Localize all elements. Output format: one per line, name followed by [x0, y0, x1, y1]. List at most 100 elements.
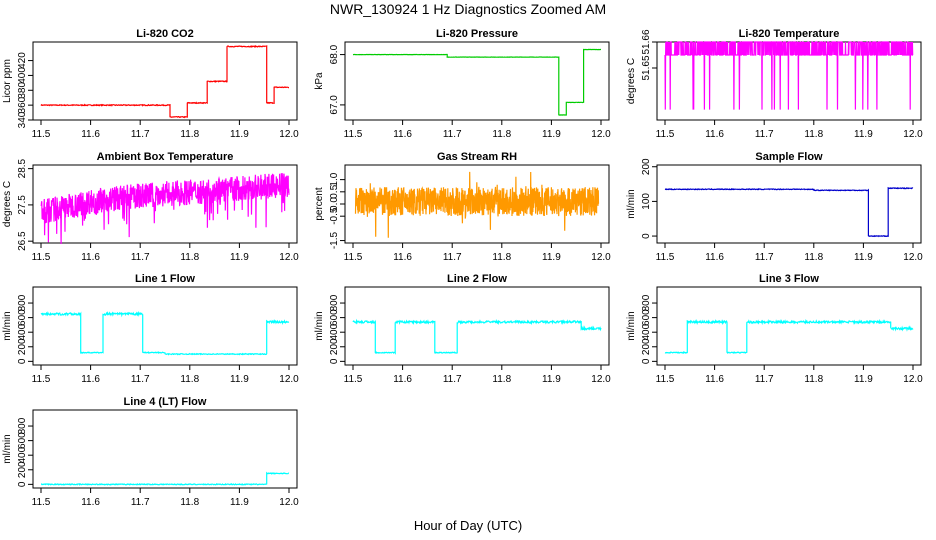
x-tick-label: 12.0 [279, 374, 299, 385]
x-tick-label: 11.6 [81, 252, 100, 263]
y-axis-label: ml/min [2, 434, 13, 463]
plot-frame [32, 409, 298, 489]
panel-li_temp: Li-820 Temperature degrees C 11.5 11.6 11.7 1… [626, 28, 923, 140]
y-tick-label: 340 [17, 111, 28, 128]
x-tick-label: 11.9 [230, 252, 249, 263]
y-tick-label: 800 [329, 294, 340, 311]
x-tick-label: 11.6 [705, 374, 724, 385]
series-line [41, 471, 290, 486]
series-line [352, 48, 601, 116]
series-line [354, 171, 600, 238]
y-tick-label: 400 [641, 323, 652, 340]
y-tick-label: 200 [329, 338, 340, 355]
x-tick-label: 11.6 [81, 129, 100, 140]
x-tick-label: 11.9 [230, 497, 249, 508]
x-tick-label: 11.6 [393, 252, 412, 263]
x-tick-label: 11.7 [131, 374, 150, 385]
y-tick-label: 67.0 [329, 95, 340, 115]
x-tick-label: 11.5 [344, 252, 363, 263]
panel-title: Line 4 (LT) Flow [124, 396, 207, 408]
y-axis-label: ml/min [626, 189, 637, 218]
x-tick-label: 11.8 [180, 374, 199, 385]
panel-title: Ambient Box Temperature [97, 151, 234, 163]
x-tick-label: 11.8 [180, 252, 199, 263]
x-tick-label: 11.5 [344, 129, 363, 140]
series-line [40, 310, 290, 356]
plot-frame [32, 164, 298, 244]
y-tick-label: 420 [17, 52, 28, 69]
x-tick-label: 11.9 [542, 252, 561, 263]
x-tick-label: 11.5 [32, 497, 51, 508]
y-tick-label: 400 [17, 323, 28, 340]
y-tick-label: 200 [641, 338, 652, 355]
x-tick-label: 12.0 [903, 374, 923, 385]
x-tick-label: 11.7 [755, 129, 774, 140]
x-tick-label: 11.8 [492, 129, 511, 140]
x-tick-label: 12.0 [903, 129, 923, 140]
y-axis-label: ml/min [626, 311, 637, 340]
x-tick-label: 11.7 [755, 374, 774, 385]
y-tick-label: 200 [641, 158, 652, 175]
y-tick-label: 0 [17, 481, 28, 487]
series-line [40, 44, 289, 119]
x-tick-label: 11.9 [854, 252, 873, 263]
x-tick-label: 11.7 [131, 129, 150, 140]
panel-line4: Line 4 (LT) Flow ml/min 11.5 11.6 11.7 11.8 11… [2, 396, 299, 508]
panel-title: Sample Flow [755, 151, 823, 163]
x-tick-label: 11.9 [854, 374, 873, 385]
y-tick-label: 28.5 [17, 158, 28, 178]
x-tick-label: 11.7 [443, 252, 462, 263]
x-tick-label: 11.7 [131, 497, 150, 508]
panel-line1: Line 1 Flow ml/min 11.5 11.6 11.7 11.8 11.9 12.… [2, 273, 299, 385]
y-tick-label: 0.0 [329, 197, 340, 211]
y-tick-label: 100 [641, 193, 652, 210]
y-tick-label: 600 [17, 432, 28, 449]
y-axis-label: degrees C [2, 181, 13, 227]
panel-title: Line 2 Flow [447, 273, 507, 285]
x-tick-label: 11.9 [542, 129, 561, 140]
panel-sample_flow: Sample Flow ml/min 11.5 11.6 11.7 11.8 11.9 12.… [626, 151, 923, 263]
x-tick-label: 11.8 [804, 252, 823, 263]
panel-pressure: Li-820 Pressure kPa 11.5 11.6 11.7 11.8 11.9 12… [314, 28, 611, 140]
y-tick-label: 800 [17, 294, 28, 311]
y-tick-label: 400 [17, 446, 28, 463]
y-tick-label: 0.5 [329, 184, 340, 198]
x-tick-label: 11.6 [393, 374, 412, 385]
y-tick-label: 600 [641, 309, 652, 326]
series-line [664, 186, 914, 238]
plot-frame [32, 41, 298, 121]
y-tick-label: 51.66 [641, 29, 652, 54]
y-axis-label: Licor ppm [2, 59, 13, 103]
y-tick-label: 600 [329, 309, 340, 326]
y-tick-label: 0 [329, 358, 340, 364]
y-tick-label: 360 [17, 96, 28, 113]
panel-title: Li-820 Pressure [436, 28, 518, 40]
x-tick-label: 11.7 [443, 129, 462, 140]
panel-title: Li-820 CO2 [136, 28, 193, 40]
y-tick-label: 26.5 [17, 231, 28, 251]
x-tick-label: 12.0 [279, 497, 299, 508]
series-line [664, 41, 914, 110]
x-tick-label: 11.5 [656, 252, 675, 263]
y-tick-label: 400 [329, 323, 340, 340]
x-tick-label: 11.9 [230, 129, 249, 140]
panel-title: Li-820 Temperature [739, 28, 840, 40]
x-tick-label: 12.0 [279, 252, 299, 263]
x-tick-label: 11.9 [854, 129, 873, 140]
panel-title: Line 3 Flow [759, 273, 819, 285]
series-line [664, 318, 914, 355]
plot-frame [656, 286, 922, 366]
x-tick-label: 12.0 [591, 129, 611, 140]
x-tick-label: 12.0 [591, 252, 611, 263]
plot-frame [344, 286, 610, 366]
y-tick-label: 200 [17, 338, 28, 355]
x-tick-label: 11.8 [180, 497, 199, 508]
x-tick-label: 11.5 [32, 252, 51, 263]
panel-title: Gas Stream RH [437, 151, 517, 163]
x-axis-label: Hour of Day (UTC) [413, 518, 523, 533]
y-tick-label: 200 [17, 461, 28, 478]
y-axis-label: ml/min [2, 311, 13, 340]
y-axis-label: percent [314, 187, 325, 221]
panel-line3: Line 3 Flow ml/min 11.5 11.6 11.7 11.8 11.9 12.… [626, 273, 923, 385]
